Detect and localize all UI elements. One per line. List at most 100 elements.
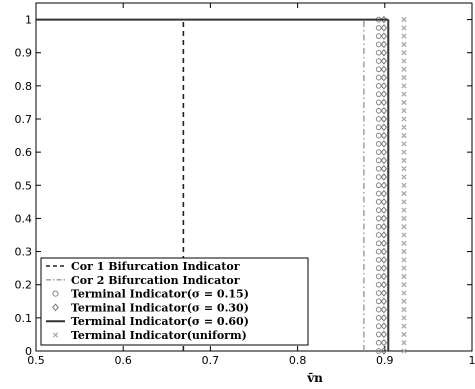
x-marker <box>401 224 407 230</box>
x-marker <box>401 248 407 255</box>
x-marker <box>401 340 407 346</box>
diamond-marker <box>380 73 388 82</box>
series-5 <box>401 16 407 354</box>
diamond-marker <box>380 214 388 223</box>
x-marker <box>401 157 407 164</box>
series-4 <box>36 18 390 351</box>
diamond-marker <box>380 90 388 98</box>
x-marker <box>401 108 407 114</box>
diamond-marker <box>380 65 388 74</box>
x-marker <box>401 323 407 329</box>
diamond-marker <box>380 131 388 140</box>
diamond-marker <box>380 231 388 239</box>
diamond-marker <box>380 48 388 57</box>
diamond-marker <box>380 173 388 181</box>
diamond-marker <box>380 222 388 231</box>
diamond-marker <box>380 247 388 256</box>
x-marker <box>401 25 407 31</box>
x-marker <box>401 124 407 130</box>
legend-label: Terminal Indicator(σ = 0.30) <box>71 301 249 314</box>
diamond-marker <box>380 330 388 339</box>
axis-ticks: 0.5 0.6 0.7 0.8 0.9 1 0 0.1 0.2 0.3 0.4 0.5 0.6 0.7 0.… <box>15 3 475 367</box>
x-marker <box>401 298 407 304</box>
diamond-marker <box>380 115 388 123</box>
x-marker <box>401 199 407 205</box>
x-marker <box>401 348 407 354</box>
diamond-marker <box>380 297 388 306</box>
x-marker <box>401 240 407 246</box>
diamond-marker <box>380 322 388 330</box>
series-layer <box>36 15 407 355</box>
x-marker <box>401 331 407 338</box>
diamond-marker <box>380 106 388 115</box>
y-tick-label: 0.1 <box>15 312 33 325</box>
diamond-marker <box>380 289 388 297</box>
x-marker <box>401 207 407 213</box>
x-marker <box>401 273 407 280</box>
y-tick-label: 0.7 <box>15 113 33 126</box>
diamond-marker <box>380 123 388 132</box>
x-marker <box>401 149 407 155</box>
y-tick-label: 0.3 <box>15 246 33 259</box>
diamond-marker <box>380 148 388 156</box>
x-tick-label: 0.6 <box>114 354 132 367</box>
diamond-marker <box>380 189 388 198</box>
diamond-marker <box>380 314 388 322</box>
diamond-marker <box>380 280 388 289</box>
y-tick-label: 0.9 <box>15 47 33 60</box>
x-marker <box>401 74 407 81</box>
y-tick-label: 0.8 <box>15 80 33 93</box>
y-tick-label: 0.5 <box>15 179 33 192</box>
x-marker <box>401 232 407 238</box>
x-marker <box>401 41 407 48</box>
diamond-marker <box>380 82 388 90</box>
x-axis-label: v̄n <box>306 371 323 385</box>
legend-label: Terminal Indicator(σ = 0.60) <box>71 315 249 328</box>
diamond-marker <box>380 256 388 264</box>
diamond-marker <box>380 272 388 281</box>
legend-swatch <box>52 290 59 297</box>
x-marker <box>401 99 407 106</box>
x-tick-label: 1 <box>469 354 475 367</box>
diamond-marker <box>380 305 388 314</box>
diamond-marker <box>380 140 388 148</box>
y-tick-label: 0 <box>25 345 32 358</box>
legend-label: Terminal Indicator(uniform) <box>71 329 247 342</box>
x-marker <box>401 132 407 139</box>
x-marker <box>401 282 407 288</box>
legend-swatch <box>52 303 59 312</box>
legend-label: Cor 1 Bifurcation Indicator <box>71 260 240 273</box>
x-marker <box>401 315 407 321</box>
diamond-marker <box>380 40 388 49</box>
x-tick-label: 0.7 <box>202 354 220 367</box>
diamond-marker <box>380 24 388 32</box>
x-tick-label: 0.9 <box>376 354 394 367</box>
x-marker <box>401 182 407 188</box>
x-marker <box>401 116 407 122</box>
diamond-marker <box>380 338 388 347</box>
diamond-marker <box>380 198 388 206</box>
x-marker <box>401 265 407 271</box>
x-tick-label: 0.5 <box>27 354 45 367</box>
series-3 <box>380 15 388 355</box>
diamond-marker <box>380 181 388 190</box>
legend-label: Terminal Indicator(σ = 0.15) <box>71 288 249 301</box>
x-marker <box>401 190 407 197</box>
legend-box <box>40 257 309 346</box>
x-marker <box>401 257 407 263</box>
legend-swatch <box>52 332 59 338</box>
diamond-marker <box>380 57 388 65</box>
diamond-marker <box>380 264 388 272</box>
x-marker <box>401 91 407 97</box>
x-marker <box>401 16 407 23</box>
x-marker <box>401 33 407 39</box>
x-marker <box>401 215 407 222</box>
x-marker <box>401 141 407 147</box>
y-tick-label: 0.4 <box>15 212 33 225</box>
legend-label: Cor 2 Bifurcation Indicator <box>71 274 240 287</box>
x-tick-label: 0.8 <box>289 354 307 367</box>
x-marker <box>401 66 407 72</box>
x-marker <box>401 83 407 89</box>
